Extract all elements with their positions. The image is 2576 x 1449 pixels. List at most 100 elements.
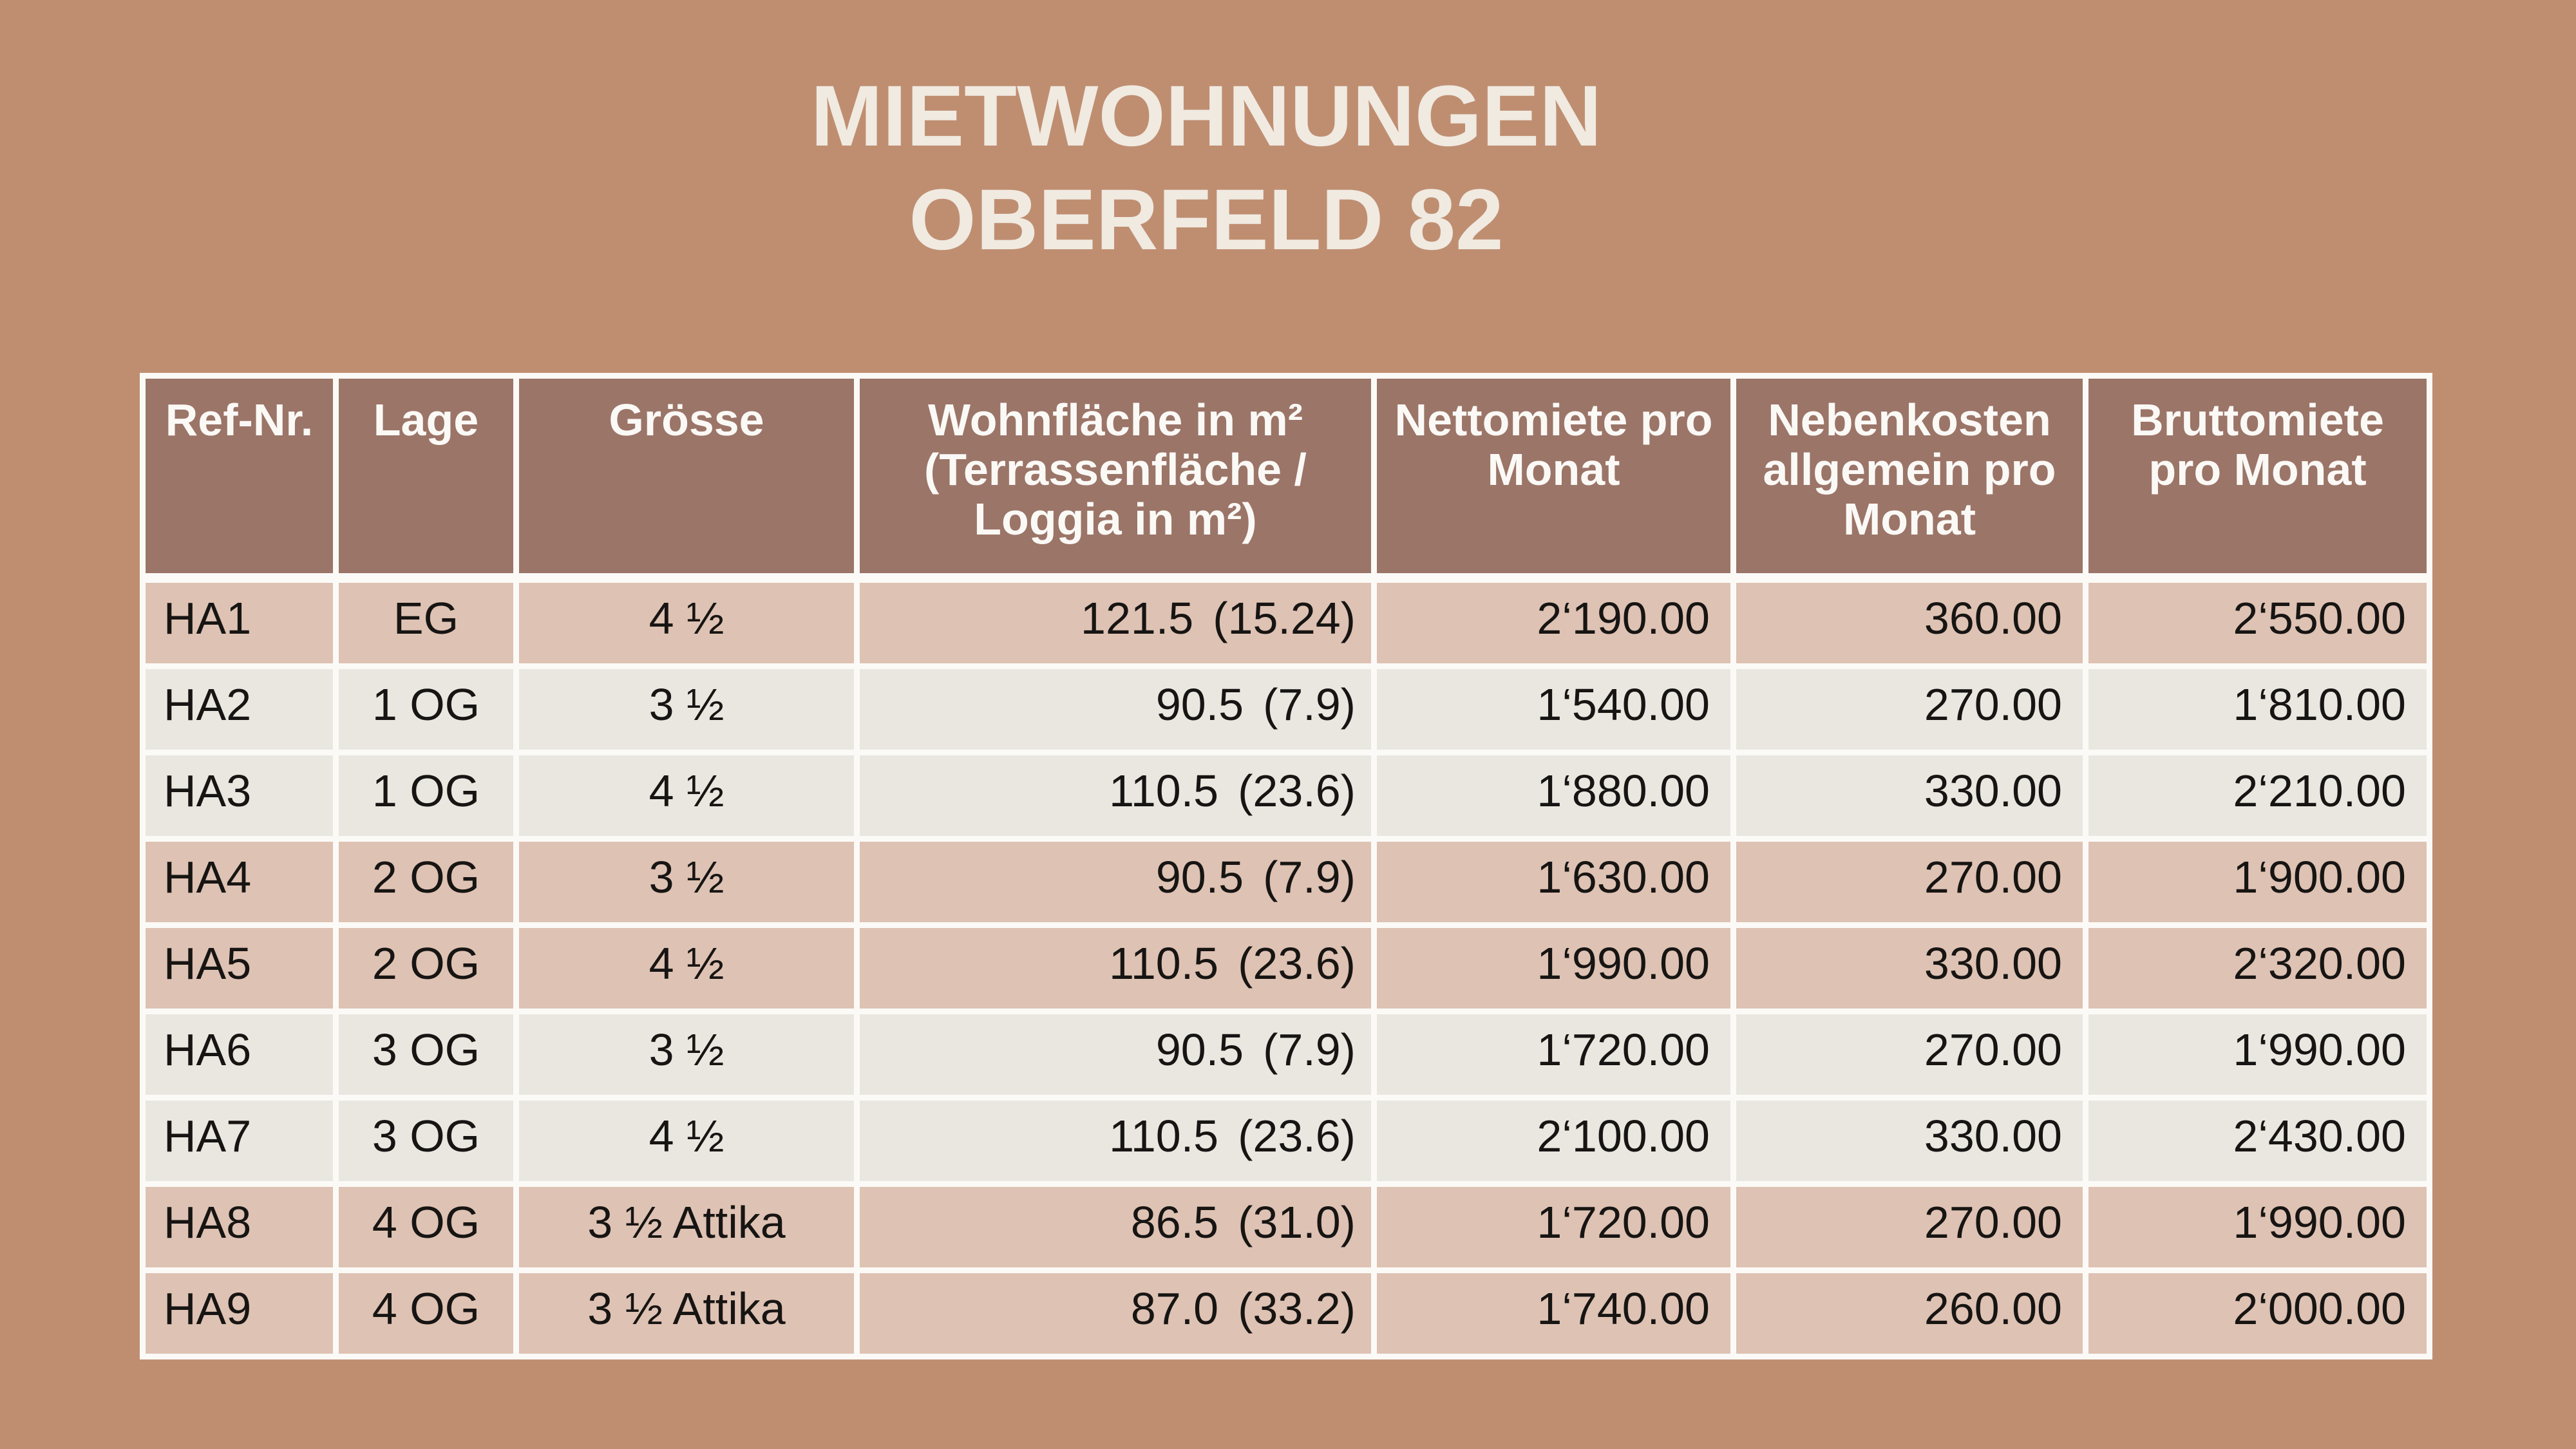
cell-bruttomiete: 1‘810.00	[2083, 663, 2432, 755]
header-ref-nr: Ref-Nr.	[140, 373, 339, 583]
cell-groesse: 3 ½ Attika	[513, 1267, 860, 1359]
header-nebenkosten: Nebenkosten allgemein pro Monat	[1730, 373, 2088, 583]
wohnflaeche-value: 110.5	[1109, 938, 1219, 989]
cell-wohnflaeche: 121.5 (15.24)	[854, 575, 1377, 669]
cell-lage: EG	[333, 575, 519, 669]
cell-lage: 2 OG	[333, 922, 519, 1014]
table-row: HA7 3 OG 4 ½ 110.5 (23.6) 2‘100.00 330.00…	[140, 1095, 2432, 1187]
title-line-1: MIETWOHNUNGEN	[810, 68, 1602, 164]
cell-nebenkosten: 330.00	[1730, 922, 2088, 1014]
cell-bruttomiete: 2‘000.00	[2083, 1267, 2432, 1359]
cell-groesse: 4 ½	[513, 922, 860, 1014]
cell-ref: HA1	[140, 575, 339, 669]
cell-nebenkosten: 270.00	[1730, 836, 2088, 928]
cell-nettomiete: 1‘720.00	[1371, 1181, 1736, 1273]
wohnflaeche-value: 90.5	[1155, 679, 1244, 730]
cell-bruttomiete: 2‘550.00	[2083, 575, 2432, 669]
cell-nebenkosten: 270.00	[1730, 663, 2088, 755]
cell-ref: HA6	[140, 1009, 339, 1101]
cell-wohnflaeche: 90.5 (7.9)	[854, 836, 1377, 928]
terrasse-value: (31.0)	[1238, 1197, 1356, 1247]
cell-ref: HA5	[140, 922, 339, 1014]
cell-nebenkosten: 260.00	[1730, 1267, 2088, 1359]
cell-groesse: 4 ½	[513, 1095, 860, 1187]
header-row: Ref-Nr. Lage Grösse Wohnfläche in m² (Te…	[140, 373, 2432, 583]
cell-nettomiete: 1‘630.00	[1371, 836, 1736, 928]
cell-nebenkosten: 270.00	[1730, 1181, 2088, 1273]
cell-ref: HA3	[140, 750, 339, 842]
cell-wohnflaeche: 110.5 (23.6)	[854, 750, 1377, 842]
terrasse-value: (7.9)	[1263, 852, 1356, 902]
table-row: HA2 1 OG 3 ½ 90.5 (7.9) 1‘540.00 270.00 1…	[140, 663, 2432, 755]
cell-ref: HA9	[140, 1267, 339, 1359]
cell-wohnflaeche: 90.5 (7.9)	[854, 1009, 1377, 1101]
cell-lage: 4 OG	[333, 1267, 519, 1359]
wohnflaeche-value: 110.5	[1109, 766, 1219, 816]
cell-bruttomiete: 2‘210.00	[2083, 750, 2432, 842]
cell-bruttomiete: 1‘900.00	[2083, 836, 2432, 928]
cell-groesse: 3 ½ Attika	[513, 1181, 860, 1273]
table-row: HA6 3 OG 3 ½ 90.5 (7.9) 1‘720.00 270.00 1…	[140, 1009, 2432, 1101]
table-row: HA3 1 OG 4 ½ 110.5 (23.6) 1‘880.00 330.00…	[140, 750, 2432, 842]
terrasse-value: (23.6)	[1238, 938, 1356, 989]
cell-nebenkosten: 330.00	[1730, 750, 2088, 842]
cell-ref: HA2	[140, 663, 339, 755]
cell-nebenkosten: 270.00	[1730, 1009, 2088, 1101]
cell-nettomiete: 2‘100.00	[1371, 1095, 1736, 1187]
cell-groesse: 3 ½	[513, 663, 860, 755]
cell-wohnflaeche: 87.0 (33.2)	[854, 1267, 1377, 1359]
cell-nettomiete: 2‘190.00	[1371, 575, 1736, 669]
header-groesse: Grösse	[513, 373, 860, 583]
cell-wohnflaeche: 110.5 (23.6)	[854, 922, 1377, 1014]
apartments-table: Ref-Nr. Lage Grösse Wohnfläche in m² (Te…	[140, 373, 2432, 1359]
cell-wohnflaeche: 110.5 (23.6)	[854, 1095, 1377, 1187]
page-title: MIETWOHNUNGEN OBERFELD 82	[811, 64, 1602, 272]
header-nettomiete: Nettomiete pro Monat	[1371, 373, 1736, 583]
cell-ref: HA7	[140, 1095, 339, 1187]
cell-ref: HA4	[140, 836, 339, 928]
table-row: HA4 2 OG 3 ½ 90.5 (7.9) 1‘630.00 270.00 1…	[140, 836, 2432, 928]
terrasse-value: (7.9)	[1263, 679, 1356, 730]
header-lage: Lage	[333, 373, 519, 583]
cell-wohnflaeche: 86.5 (31.0)	[854, 1181, 1377, 1273]
header-bruttomiete: Bruttomiete pro Monat	[2083, 373, 2432, 583]
table-row: HA8 4 OG 3 ½ Attika 86.5 (31.0) 1‘720.00 …	[140, 1181, 2432, 1273]
cell-bruttomiete: 1‘990.00	[2083, 1009, 2432, 1101]
wohnflaeche-value: 110.5	[1109, 1111, 1219, 1161]
cell-lage: 1 OG	[333, 663, 519, 755]
cell-lage: 1 OG	[333, 750, 519, 842]
terrasse-value: (15.24)	[1213, 593, 1356, 643]
cell-lage: 4 OG	[333, 1181, 519, 1273]
cell-groesse: 3 ½	[513, 836, 860, 928]
terrasse-value: (33.2)	[1238, 1283, 1356, 1334]
cell-nettomiete: 1‘720.00	[1371, 1009, 1736, 1101]
table-row: HA9 4 OG 3 ½ Attika 87.0 (33.2) 1‘740.00 …	[140, 1267, 2432, 1359]
cell-nebenkosten: 360.00	[1730, 575, 2088, 669]
cell-groesse: 4 ½	[513, 750, 860, 842]
cell-lage: 2 OG	[333, 836, 519, 928]
header-wohnflaeche: Wohnfläche in m² (Terrassenfläche / Logg…	[854, 373, 1377, 583]
cell-groesse: 3 ½	[513, 1009, 860, 1101]
terrasse-value: (23.6)	[1238, 1111, 1356, 1161]
cell-bruttomiete: 1‘990.00	[2083, 1181, 2432, 1273]
wohnflaeche-value: 121.5	[1081, 593, 1194, 643]
cell-wohnflaeche: 90.5 (7.9)	[854, 663, 1377, 755]
wohnflaeche-value: 90.5	[1155, 852, 1244, 902]
cell-lage: 3 OG	[333, 1009, 519, 1101]
cell-nebenkosten: 330.00	[1730, 1095, 2088, 1187]
wohnflaeche-value: 86.5	[1130, 1197, 1219, 1247]
wohnflaeche-value: 90.5	[1155, 1025, 1244, 1075]
cell-nettomiete: 1‘540.00	[1371, 663, 1736, 755]
cell-lage: 3 OG	[333, 1095, 519, 1187]
cell-nettomiete: 1‘740.00	[1371, 1267, 1736, 1359]
table-row: HA5 2 OG 4 ½ 110.5 (23.6) 1‘990.00 330.00…	[140, 922, 2432, 1014]
cell-ref: HA8	[140, 1181, 339, 1273]
terrasse-value: (23.6)	[1238, 766, 1356, 816]
title-line-2: OBERFELD 82	[909, 172, 1504, 268]
terrasse-value: (7.9)	[1263, 1025, 1356, 1075]
cell-nettomiete: 1‘990.00	[1371, 922, 1736, 1014]
cell-groesse: 4 ½	[513, 575, 860, 669]
table-row: HA1 EG 4 ½ 121.5 (15.24) 2‘190.00 360.00 …	[140, 575, 2432, 669]
cell-nettomiete: 1‘880.00	[1371, 750, 1736, 842]
